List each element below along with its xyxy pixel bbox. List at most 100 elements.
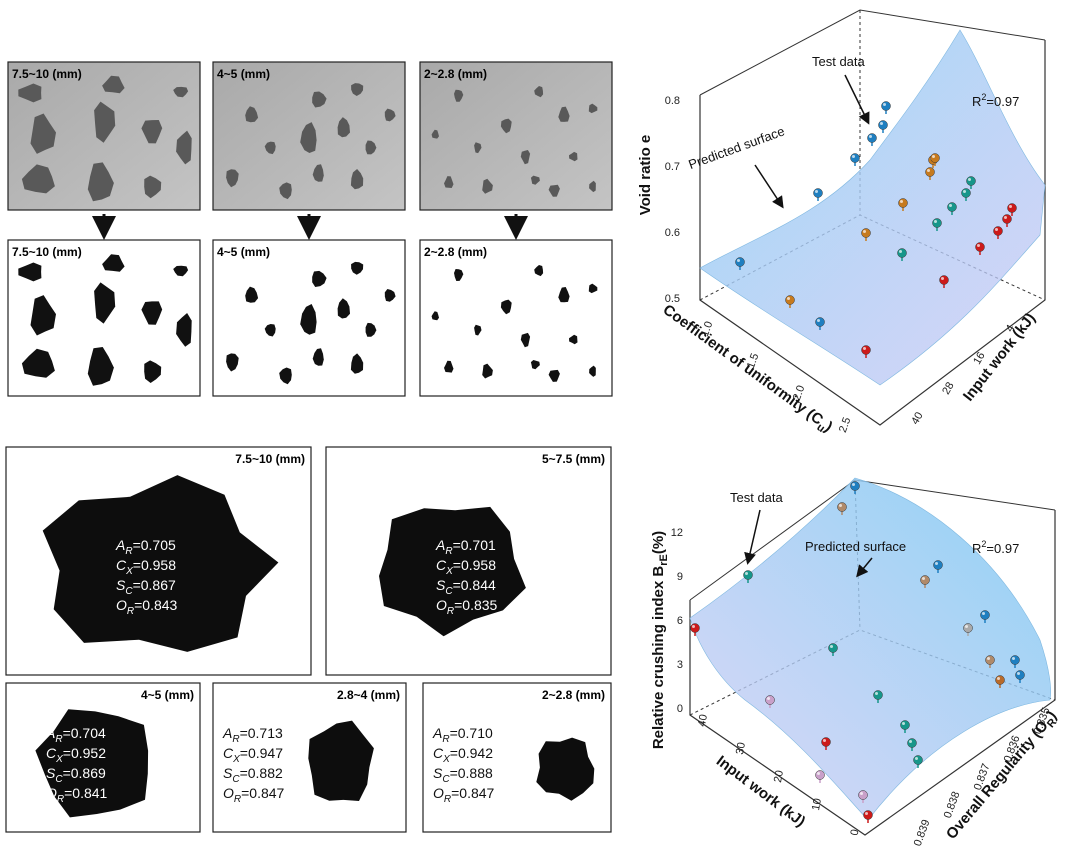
- test-point: [785, 295, 795, 305]
- shape-factor: AR=0.704: [45, 725, 106, 745]
- y-axis-title: Input work (kJ): [960, 310, 1039, 405]
- particle-shape: [87, 347, 114, 386]
- point-highlight: [995, 228, 998, 231]
- test-point: [975, 242, 985, 252]
- factor-value: =0.835: [454, 597, 497, 613]
- factor-value: =0.888: [450, 765, 493, 781]
- test-point: [966, 176, 976, 186]
- z-axis-title-sub: rE: [658, 554, 670, 566]
- factor-value: =0.869: [63, 765, 106, 781]
- factor-symbol: S: [223, 765, 233, 781]
- point-highlight: [860, 792, 863, 795]
- z-tick-label: 12: [671, 527, 683, 539]
- x-tick-label: 0: [849, 828, 862, 836]
- particle-label: 2~2.8 (mm): [542, 688, 605, 702]
- z-tick-label: 0.7: [665, 161, 680, 173]
- test-point: [815, 770, 825, 780]
- point-highlight: [934, 220, 937, 223]
- point-highlight: [1009, 205, 1012, 208]
- particle-shape: [312, 270, 327, 287]
- particle-shape: [558, 287, 570, 303]
- y-tick-label: 0.839: [912, 818, 933, 848]
- particle-shape: [144, 360, 162, 383]
- factor-symbol: S: [46, 765, 56, 781]
- test-point: [900, 720, 910, 730]
- point-highlight: [865, 812, 868, 815]
- factor-value: =0.841: [64, 785, 107, 801]
- particle-shape: [444, 176, 454, 188]
- image-label: 7.5~10 (mm): [12, 67, 82, 81]
- test-point: [939, 275, 949, 285]
- factor-subscript: X: [232, 754, 240, 765]
- particle-shape: [534, 86, 544, 98]
- shape-factor: SC=0.882: [223, 765, 283, 785]
- particle-shape: [264, 141, 276, 155]
- factor-subscript: R: [234, 794, 241, 805]
- test-point: [925, 167, 935, 177]
- point-highlight: [987, 657, 990, 660]
- particle-shape: [176, 130, 192, 165]
- y-tick-label: 28: [940, 380, 957, 397]
- z-axis-title: Void ratio e: [637, 135, 654, 216]
- y-axis-title-main: Overall Regularity (O: [943, 717, 1052, 842]
- point-highlight: [997, 677, 1000, 680]
- particle-shape: [454, 269, 464, 281]
- test-point: [881, 101, 891, 111]
- image-label: 2~2.8 (mm): [424, 245, 487, 259]
- test-point: [828, 643, 838, 653]
- particle-shape: [350, 353, 364, 374]
- particle-shape: [351, 261, 364, 275]
- factor-value: =0.844: [453, 577, 496, 593]
- particle-shape: [558, 106, 570, 122]
- shape-factor: CX=0.958: [116, 557, 176, 577]
- test-point: [980, 610, 990, 620]
- test-point: [850, 153, 860, 163]
- factor-subscript: C: [232, 774, 240, 785]
- factor-value: =0.713: [240, 725, 283, 741]
- test-point: [815, 317, 825, 327]
- particle-shape: [30, 295, 56, 336]
- test-point: [858, 790, 868, 800]
- point-highlight: [852, 155, 855, 158]
- test-point: [878, 120, 888, 130]
- factor-value: =0.847: [241, 785, 284, 801]
- particle-shape: [94, 282, 116, 324]
- r-squared: R2=0.97: [972, 92, 1019, 109]
- z-axis-title-main: Relative crushing index B: [650, 566, 667, 750]
- r-sup: 2: [981, 92, 986, 102]
- test-point: [913, 755, 923, 765]
- particle-shape: [21, 164, 55, 194]
- factor-subscript: C: [55, 774, 63, 785]
- point-highlight: [852, 483, 855, 486]
- particle-shape: [530, 175, 540, 185]
- r-value: =0.97: [986, 94, 1019, 109]
- point-highlight: [982, 612, 985, 615]
- point-highlight: [922, 577, 925, 580]
- annotation-arrow: [744, 509, 761, 565]
- shape-factor: AR=0.710: [432, 725, 493, 745]
- particle-shape: [94, 101, 116, 143]
- z-axis-title-end: (%): [650, 531, 667, 554]
- factor-value: =0.701: [453, 537, 496, 553]
- particle-label: 5~7.5 (mm): [542, 452, 605, 466]
- point-highlight: [977, 244, 980, 247]
- factor-subscript: R: [125, 546, 132, 557]
- factor-symbol: A: [435, 537, 445, 553]
- shape-factor: CX=0.947: [223, 745, 283, 765]
- particle-shape: [589, 180, 596, 193]
- z-tick-label: 9: [677, 571, 683, 583]
- particle-shape: [312, 164, 324, 182]
- shape-factor: OR=0.847: [433, 785, 495, 805]
- factor-symbol: A: [222, 725, 232, 741]
- particle-binary: [536, 737, 595, 801]
- test-point: [861, 345, 871, 355]
- y-tick-label: 4: [1004, 323, 1017, 334]
- particle-shape: [474, 324, 482, 336]
- test-point: [837, 502, 847, 512]
- factor-symbol: A: [115, 537, 125, 553]
- point-highlight: [883, 103, 886, 106]
- test-point: [1015, 670, 1025, 680]
- particle-shape: [102, 254, 125, 272]
- r-symbol: R: [972, 94, 981, 109]
- test-point: [897, 248, 907, 258]
